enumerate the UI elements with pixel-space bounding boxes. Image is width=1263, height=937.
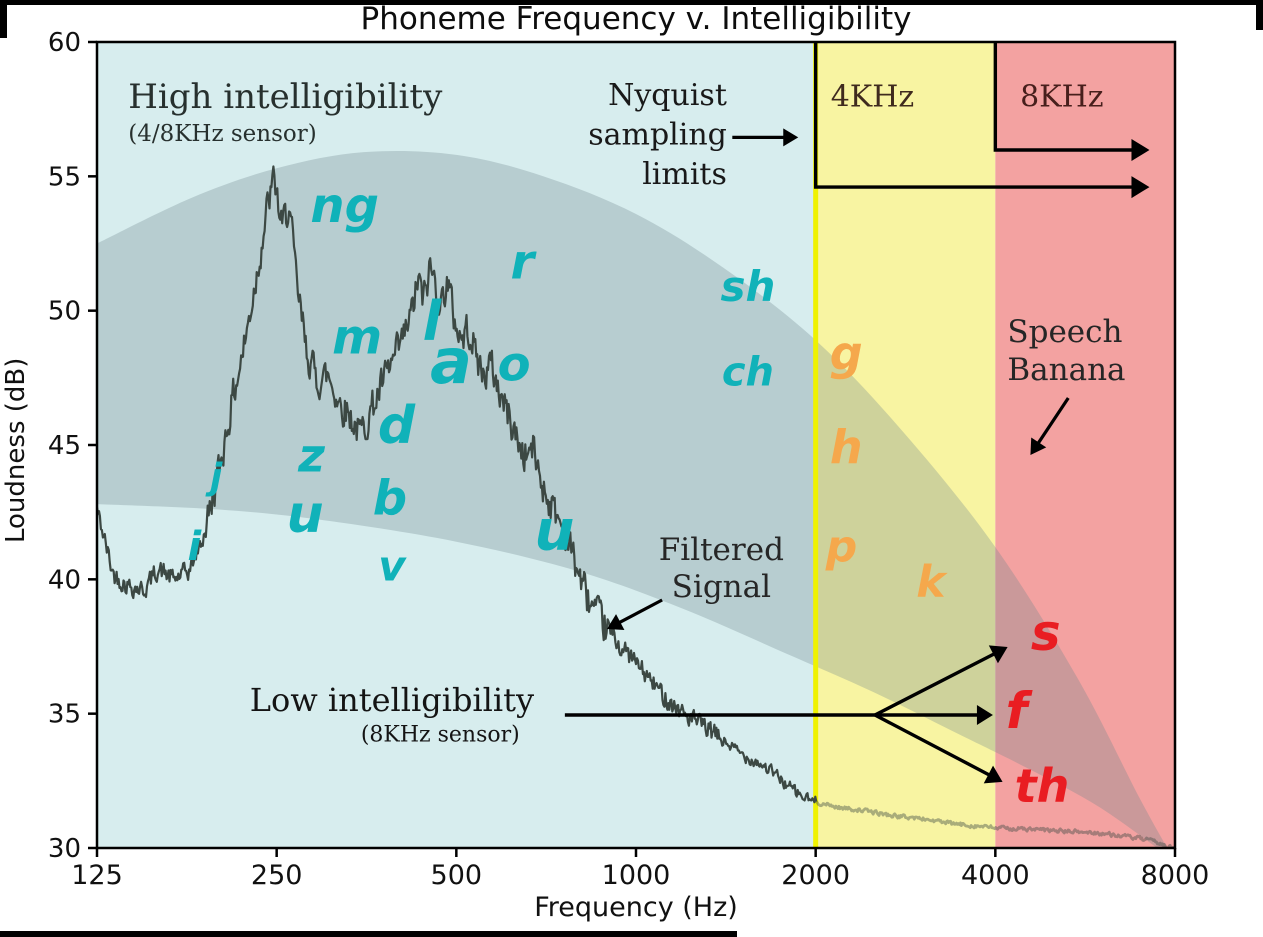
screenshot-border-bottom [0, 931, 737, 937]
screenshot-border-right [1256, 0, 1263, 30]
x-tick-label: 125 [71, 860, 123, 891]
y-tick-label: 50 [48, 297, 81, 327]
phoneme-r: r [511, 234, 538, 290]
svg-text:Filtered: Filtered [659, 532, 784, 568]
svg-text:8KHz: 8KHz [1020, 80, 1103, 115]
phoneme-u: u [287, 485, 324, 545]
y-axis-label: Loudness (dB) [1, 357, 31, 543]
speech-banana-arrow [1030, 397, 1070, 455]
phoneme-z: z [297, 429, 325, 483]
svg-text:(8KHz sensor): (8KHz sensor) [361, 723, 520, 748]
speech-banana-region [97, 150, 1168, 848]
phoneme-h: h [830, 421, 863, 475]
filtered-signal-trace-high [815, 800, 1175, 848]
low-intel-arrow-th [874, 713, 1003, 784]
phoneme-m: m [332, 310, 382, 366]
8khz-band [995, 42, 1175, 848]
phoneme-s: s [1031, 604, 1061, 662]
svg-text:sampling: sampling [588, 118, 727, 153]
low-intelligibility-sub: (8KHz sensor) [361, 723, 520, 748]
phoneme-g: g [830, 327, 863, 381]
phoneme-ng: ng [310, 178, 379, 234]
svg-text:Signal: Signal [672, 569, 771, 605]
phoneme-b: b [373, 471, 407, 527]
chart-title: Phoneme Frequency v. Intelligibility [360, 1, 912, 37]
phoneme-j: j [205, 457, 223, 498]
phoneme-p: p [825, 522, 858, 573]
nyquist-pointer-arrow [732, 128, 799, 147]
x-tick-label: 2000 [781, 860, 850, 891]
phoneme-l: l [423, 290, 443, 353]
y-tick-label: 40 [48, 565, 81, 595]
low-intelligibility-label: Low intelligibility [250, 681, 534, 719]
8khz-label: 8KHz [1020, 80, 1103, 115]
annotation-arrows [564, 42, 1150, 784]
svg-text:Speech: Speech [1007, 314, 1122, 350]
svg-text:Banana: Banana [1007, 352, 1125, 388]
x-axis-label: Frequency (Hz) [534, 892, 738, 923]
4khz-label: 4KHz [831, 80, 914, 115]
svg-text:(4/8KHz sensor): (4/8KHz sensor) [128, 121, 317, 147]
svg-text:High intelligibility: High intelligibility [128, 77, 443, 117]
nyquist-label: Nyquist sampling limits [588, 78, 727, 192]
x-tick-label: 250 [251, 860, 303, 891]
band-edge-2khz [813, 42, 819, 848]
annotation-texts: High intelligibility (4/8KHz sensor) Nyqui… [128, 77, 1125, 748]
phoneme-d: d [378, 396, 416, 456]
phoneme-k: k [916, 557, 948, 608]
phoneme-u: u [534, 498, 574, 563]
y-tick-label: 60 [48, 28, 81, 58]
svg-text:limits: limits [642, 157, 727, 192]
x-tick-label: 1000 [602, 860, 671, 891]
phoneme-ch: ch [722, 349, 774, 395]
filtered-signal-trace [97, 165, 818, 804]
x-tick-label: 500 [431, 860, 483, 891]
y-tick-label: 55 [48, 162, 81, 192]
y-tick-label: 45 [48, 431, 81, 461]
phoneme-v: v [378, 541, 407, 590]
nyquist-2khz-limit [813, 42, 1150, 199]
axis-ticks: 125 250 500 1000 2000 4000 8000 30 35 40 45 50 55 60 [48, 28, 1209, 891]
phoneme-sh: sh [720, 262, 775, 311]
filtered-signal-arrow [606, 598, 663, 631]
phoneme-i: i [188, 524, 203, 570]
phoneme-a: a [430, 325, 472, 398]
svg-text:Nyquist: Nyquist [608, 78, 727, 113]
y-tick-label: 35 [48, 700, 81, 730]
nyquist-4khz-limit [993, 42, 1150, 162]
screenshot-border-left [0, 0, 7, 38]
phoneme-o: o [498, 336, 531, 392]
svg-text:4KHz: 4KHz [831, 80, 914, 115]
svg-text:Low intelligibility: Low intelligibility [250, 681, 534, 719]
y-tick-label: 30 [48, 834, 81, 864]
x-tick-label: 8000 [1141, 860, 1210, 891]
low-intel-arrow-s [874, 645, 1008, 717]
phoneme-th: th [1015, 759, 1070, 813]
low-intel-arrow-f [874, 705, 993, 726]
high-intelligibility-label: High intelligibility (4/8KHz sensor) [128, 77, 443, 147]
screenshot-border-top [0, 0, 1263, 5]
x-tick-label: 4000 [961, 860, 1030, 891]
